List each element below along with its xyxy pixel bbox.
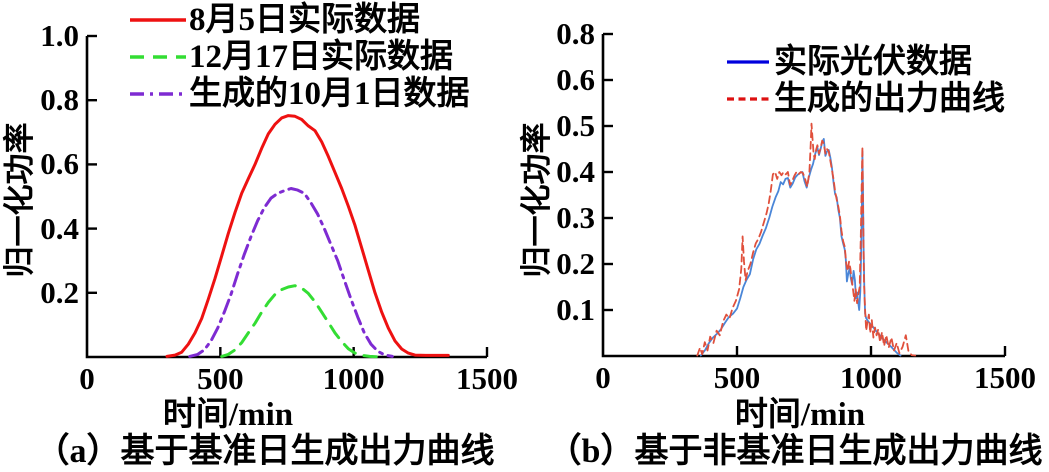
chart-a-x-tick-label: 500 [197,361,244,396]
chart-b-series-1-line [696,122,917,357]
chart-b-y-tick-label: 0.2 [556,246,595,281]
chart-b-caption: （b）基于非基准日生成出力曲线 [547,433,1043,470]
chart-a-legend-line-sample [130,18,186,22]
chart-a-y-tick-label: 0.2 [40,274,79,310]
chart-b-legend-item-0: 实际光伏数据 [727,43,972,81]
chart-a-series-2-line [188,187,394,358]
chart-a-x-tick-label: 1000 [322,361,385,396]
chart-b-x-axis-label: 时间/min [734,397,866,433]
chart-b-y-tick-label: 0.1 [556,292,595,327]
chart-a-x-tick-label: 1500 [456,361,518,396]
chart-a-x-tick-label: 0 [79,361,95,396]
chart-a-x-axis-label: 时间/min [162,397,294,433]
chart-a-y-tick-label: 1.0 [40,18,79,53]
chart-a-legend-item-2: 生成的10月1日数据 [130,75,470,113]
chart-a-series-1-line [220,284,378,359]
chart-b-y-tick-label: 0.6 [556,62,595,97]
chart-b-y-tick-label: 0.3 [556,200,595,235]
chart-b-legend-item-1: 生成的出力曲线 [727,80,1005,118]
chart-a-legend-label-1: 12月17日实际数据 [189,38,453,75]
chart-a-legend-label-0: 8月5日实际数据 [189,1,420,38]
chart-a-legend-label-2: 生成的10月1日数据 [189,75,470,112]
chart-b-x-tick-label: 1000 [840,360,902,395]
chart-b-legend-line-sample [727,60,769,64]
chart-a-legend-line-sample [130,92,186,96]
chart-a-y-tick-label: 0.6 [40,146,79,182]
chart-b-legend-label-1: 生成的出力曲线 [774,80,1005,117]
chart-a-legend-item-0: 8月5日实际数据 [130,1,420,39]
chart-b-y-tick-label: 0.5 [556,108,595,143]
chart-a-y-tick-label: 0.4 [40,210,79,246]
chart-a-y-tick-label: 0.8 [40,82,79,118]
chart-a-caption: （a）基于基准日生成出力曲线 [35,433,495,470]
chart-b-y-tick-label: 0.4 [556,154,595,189]
chart-b-legend-line-sample [727,97,769,101]
chart-b-x-tick-label: 1500 [974,360,1036,395]
chart-b-y-tick-label: 0.8 [556,16,595,51]
chart-a-series-0-line [165,114,450,358]
chart-a-legend-item-1: 12月17日实际数据 [130,38,453,76]
chart-b-legend-label-0: 实际光伏数据 [774,43,972,80]
chart-b-x-tick-label: 500 [713,360,761,395]
chart-b-x-tick-label: 0 [595,360,611,395]
chart-a-legend-line-sample [130,55,186,59]
